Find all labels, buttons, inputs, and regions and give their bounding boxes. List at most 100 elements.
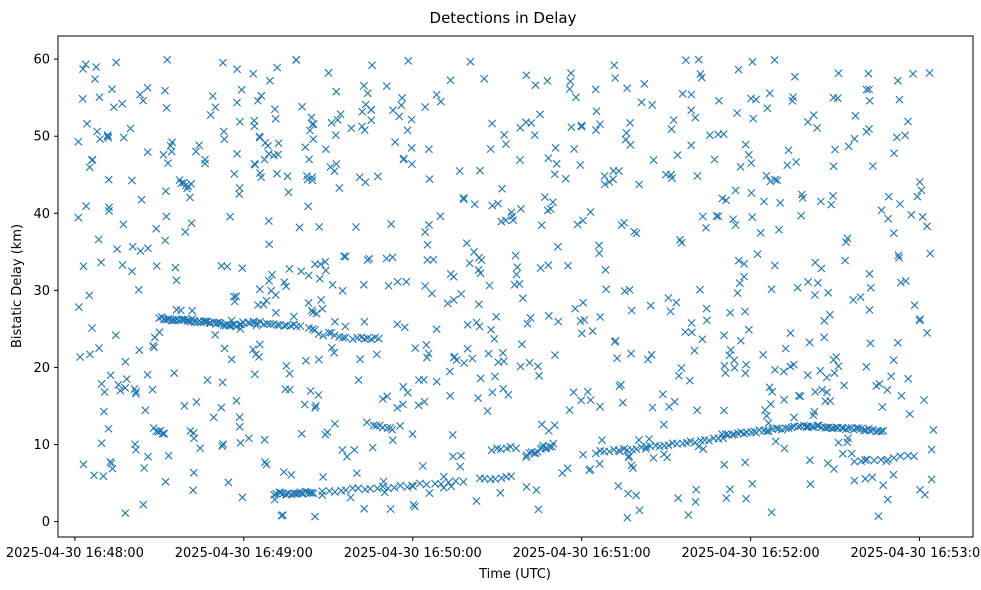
detection-point <box>91 75 99 84</box>
detection-point <box>635 506 644 515</box>
detection-point <box>172 276 181 285</box>
detection-point <box>530 131 539 140</box>
detection-point <box>645 435 654 443</box>
detection-point <box>83 119 91 128</box>
detection-point <box>687 90 696 99</box>
detection-point <box>135 346 144 355</box>
detection-point <box>660 450 668 459</box>
detection-point <box>255 352 263 361</box>
detection-point <box>730 363 739 372</box>
detection-point <box>350 445 359 454</box>
detection-point <box>311 260 319 269</box>
detection-point <box>491 372 499 381</box>
detection-point <box>829 162 838 171</box>
detection-point <box>861 474 870 483</box>
detection-point <box>889 229 898 238</box>
detection-point <box>714 130 723 139</box>
detection-point <box>844 142 853 151</box>
detection-point <box>666 307 675 316</box>
detection-point <box>359 81 368 90</box>
detection-point <box>324 68 333 77</box>
detection-point <box>790 72 799 81</box>
detection-point <box>497 217 506 226</box>
detection-point <box>230 169 239 178</box>
detection-point <box>164 451 173 460</box>
detection-point <box>330 488 339 496</box>
detection-point <box>843 234 852 243</box>
detection-point <box>270 495 279 504</box>
detection-point <box>720 406 728 415</box>
detection-point <box>301 487 310 496</box>
detection-point <box>271 114 280 123</box>
detection-point <box>624 453 633 462</box>
detection-point <box>139 500 148 509</box>
detection-point <box>446 76 455 85</box>
detection-point <box>308 325 317 333</box>
detection-point <box>280 278 289 287</box>
detection-point <box>314 391 323 399</box>
detection-point <box>747 189 756 197</box>
detection-point <box>407 115 416 124</box>
detection-point <box>139 96 148 105</box>
detection-point <box>343 452 352 461</box>
detection-point <box>368 443 377 452</box>
detection-point <box>332 87 341 96</box>
detection-point <box>86 350 94 359</box>
detection-point <box>588 327 597 336</box>
detection-point <box>208 92 217 100</box>
detection-point <box>170 369 179 378</box>
detection-point <box>287 470 296 479</box>
detection-point <box>583 387 592 396</box>
detection-point <box>373 484 382 493</box>
detection-point <box>779 367 788 376</box>
detection-point <box>395 112 404 121</box>
detection-point <box>457 451 465 460</box>
detection-point <box>99 407 108 416</box>
detection-point <box>698 335 707 344</box>
detection-point <box>255 133 264 142</box>
detection-point <box>108 85 116 94</box>
detection-point <box>776 198 785 207</box>
detection-point <box>576 317 585 325</box>
detection-point <box>883 385 892 394</box>
detection-point <box>734 256 743 265</box>
detection-point <box>615 382 624 391</box>
detection-point <box>94 235 103 244</box>
detection-point <box>220 344 229 353</box>
detection-point <box>813 421 822 430</box>
detection-point <box>691 113 700 122</box>
detection-point <box>359 280 368 289</box>
detection-point <box>348 335 357 344</box>
detection-point <box>328 280 337 289</box>
detection-point <box>600 172 609 180</box>
detection-point <box>726 308 735 317</box>
detection-point <box>192 398 201 406</box>
detection-point <box>692 485 701 494</box>
detection-point <box>874 512 883 521</box>
detection-point <box>615 447 624 456</box>
detection-point <box>531 448 540 457</box>
detection-point <box>614 482 623 490</box>
detection-point <box>889 454 898 462</box>
detection-point <box>764 419 773 428</box>
y-tick-label: 30 <box>33 284 50 299</box>
detection-point <box>833 94 842 103</box>
detection-point <box>609 175 618 184</box>
detection-point <box>122 375 131 384</box>
detection-point <box>822 373 831 382</box>
detection-point <box>702 316 711 325</box>
detection-point <box>903 117 912 126</box>
detection-point <box>183 184 192 193</box>
detection-point <box>865 125 873 133</box>
detection-point <box>88 155 97 164</box>
detection-point <box>382 254 391 263</box>
detection-point <box>315 222 324 231</box>
detection-point <box>806 480 815 489</box>
detection-point <box>423 256 432 264</box>
detection-point <box>571 304 580 313</box>
detection-point <box>238 493 247 502</box>
detection-point <box>531 81 540 90</box>
detection-point <box>154 427 163 436</box>
detection-point <box>446 391 455 400</box>
detection-point <box>596 402 604 411</box>
